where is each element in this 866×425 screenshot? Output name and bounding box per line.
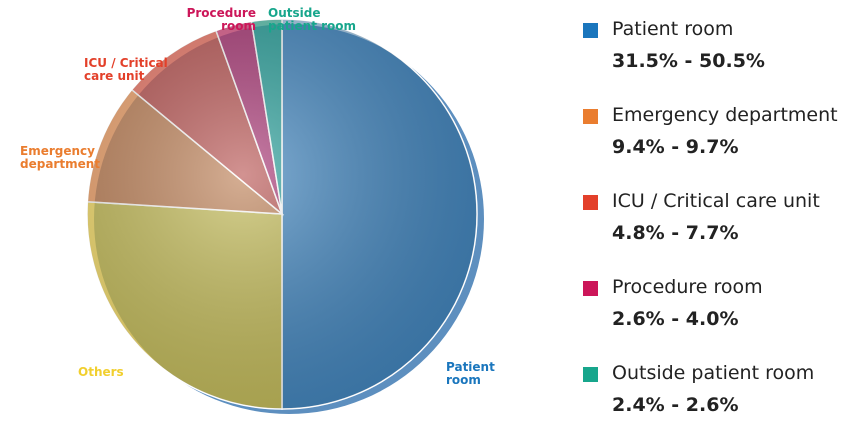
legend-swatch [583, 109, 598, 124]
legend-label: Emergency department [612, 104, 838, 126]
legend-label: Procedure room [612, 276, 763, 298]
legend-range: 4.8% - 7.7% [612, 222, 739, 244]
slice-label: Procedure room [186, 6, 256, 33]
legend-range: 9.4% - 9.7% [612, 136, 739, 158]
legend-range: 31.5% - 50.5% [612, 50, 765, 72]
legend-label: Outside patient room [612, 362, 815, 384]
legend-label: ICU / Critical care unit [612, 190, 820, 212]
legend-label: Patient room [612, 18, 734, 40]
legend-swatch [583, 23, 598, 38]
legend-swatch [583, 367, 598, 382]
legend-range: 2.6% - 4.0% [612, 308, 739, 330]
legend-range: 2.4% - 2.6% [612, 394, 739, 416]
slice-label: Others [78, 365, 124, 379]
slice-label: ICU / Critical care unit [84, 56, 168, 83]
pie-sheen [86, 18, 478, 410]
slice-label: Patient room [446, 360, 495, 387]
legend-swatch [583, 281, 598, 296]
legend-swatch [583, 195, 598, 210]
slice-label: Outside patient room [268, 6, 357, 33]
slice-label: Emergency department [20, 144, 100, 171]
pie-chart [86, 18, 484, 414]
